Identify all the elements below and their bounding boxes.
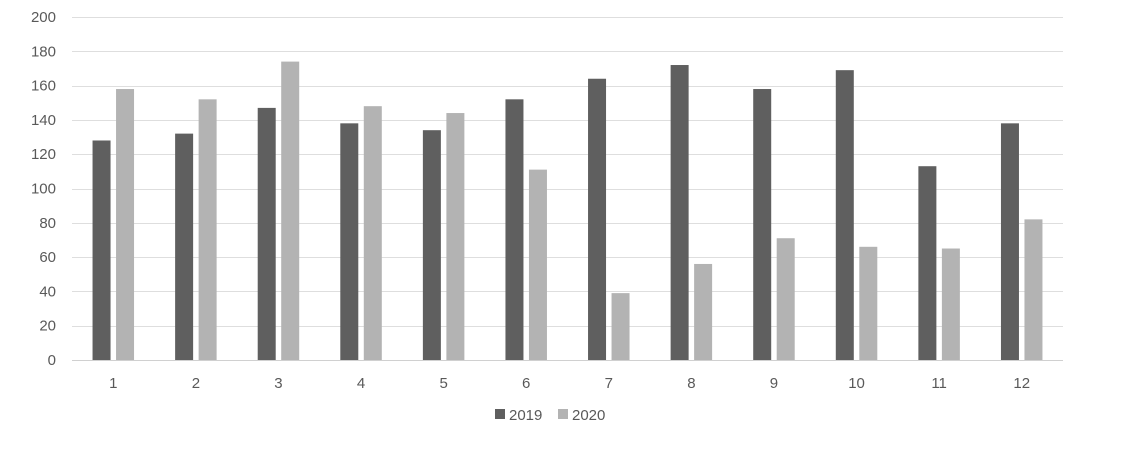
- x-tick-label: 4: [357, 375, 365, 392]
- legend-swatch-2019: [495, 409, 505, 419]
- bar-2019: [1000, 123, 1019, 360]
- x-tick-label: 6: [522, 375, 530, 392]
- bar-2019: [175, 133, 194, 360]
- bar-2019: [340, 123, 359, 360]
- legend-label: 2020: [572, 407, 605, 424]
- bar-2019: [92, 140, 111, 360]
- y-tick-label: 40: [39, 283, 56, 300]
- bar-2019: [835, 70, 854, 360]
- bar-2020: [363, 106, 382, 361]
- x-tick-label: 7: [605, 375, 613, 392]
- x-tick-label: 3: [274, 375, 282, 392]
- y-tick-label: 100: [31, 181, 56, 198]
- bar-2019: [505, 99, 524, 360]
- bar-2019: [918, 166, 937, 360]
- x-tick-label: 11: [931, 375, 947, 392]
- bar-2020: [611, 293, 630, 360]
- x-tick-label: 5: [439, 375, 447, 392]
- bar-2019: [588, 78, 607, 361]
- bar-2020: [859, 246, 878, 360]
- x-tick-label: 2: [192, 375, 200, 392]
- y-tick-label: 160: [31, 78, 56, 95]
- y-tick-label: 200: [31, 9, 56, 26]
- bar-2020: [198, 99, 217, 360]
- y-axis-tick-labels: 0 20 40 60 80 100 120 140 160 180 200: [31, 9, 56, 369]
- bar-2020: [1024, 219, 1043, 360]
- y-tick-label: 20: [39, 318, 56, 335]
- bar-2020: [941, 248, 960, 360]
- legend: 2019 2020: [495, 407, 605, 424]
- x-tick-label: 8: [687, 375, 695, 392]
- bar-2020: [694, 263, 713, 360]
- bar-2020: [528, 169, 547, 360]
- y-tick-label: 180: [31, 43, 56, 60]
- bars: [92, 61, 1043, 361]
- gridlines: [72, 17, 1063, 361]
- bar-2019: [753, 89, 772, 360]
- x-tick-label: 1: [109, 375, 117, 392]
- x-axis-tick-labels: 1 2 3 4 5 6 7 8 9 10 11 12: [109, 375, 1030, 392]
- x-tick-label: 10: [848, 375, 865, 392]
- bar-2019: [670, 65, 689, 361]
- x-tick-label: 9: [770, 375, 778, 392]
- x-tick-label: 12: [1013, 375, 1030, 392]
- legend-label: 2019: [509, 407, 542, 424]
- legend-swatch-2020: [558, 409, 568, 419]
- y-tick-label: 60: [39, 249, 56, 266]
- y-tick-label: 140: [31, 112, 56, 129]
- bar-2019: [422, 130, 441, 360]
- bar-2020: [281, 61, 300, 361]
- bar-2020: [776, 238, 795, 360]
- y-tick-label: 80: [39, 215, 56, 232]
- y-tick-label: 0: [48, 352, 56, 369]
- bar-2020: [116, 89, 135, 360]
- bar-2019: [257, 107, 276, 361]
- y-tick-label: 120: [31, 146, 56, 163]
- bar-2020: [446, 113, 465, 360]
